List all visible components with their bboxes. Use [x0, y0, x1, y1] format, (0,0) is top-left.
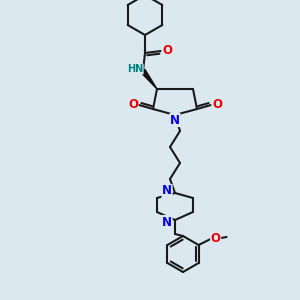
Text: HN: HN — [127, 64, 143, 74]
Text: N: N — [162, 184, 172, 197]
Text: O: O — [162, 44, 172, 58]
Text: O: O — [211, 232, 220, 244]
Text: N: N — [170, 113, 180, 127]
Polygon shape — [141, 70, 157, 89]
Text: N: N — [162, 215, 172, 229]
Text: O: O — [212, 98, 222, 112]
Text: O: O — [128, 98, 138, 112]
